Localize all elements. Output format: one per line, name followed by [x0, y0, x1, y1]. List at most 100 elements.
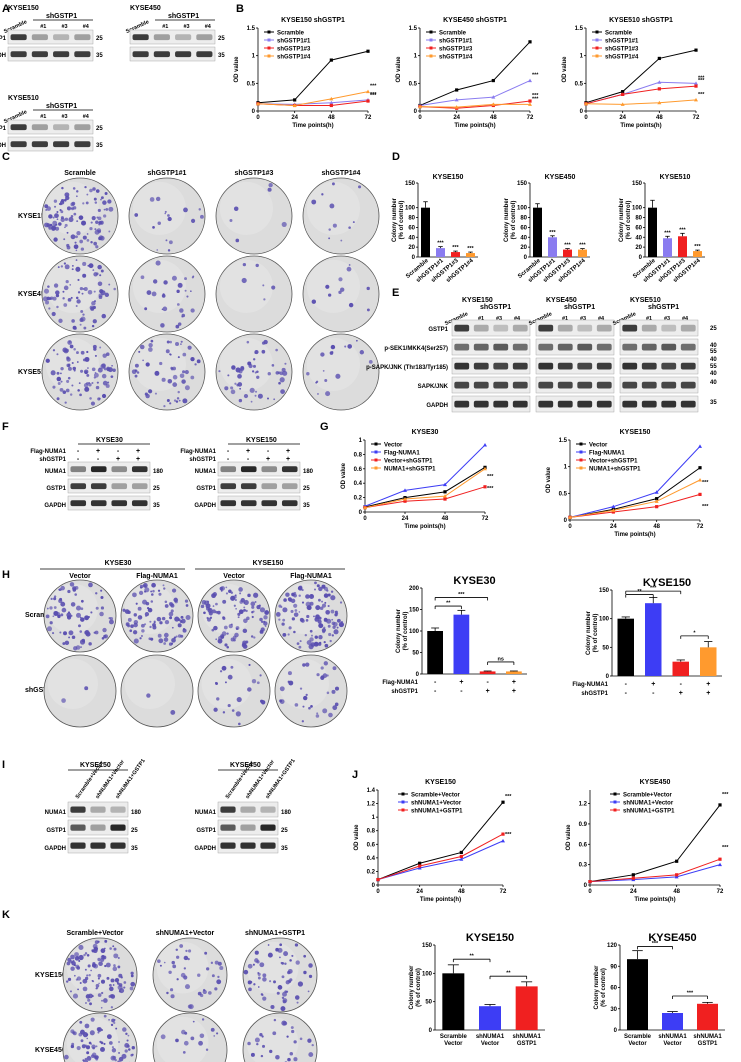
colony [85, 994, 91, 999]
colony [109, 986, 114, 992]
colony [315, 714, 320, 718]
colony [99, 274, 102, 277]
treatment-sign: - [652, 690, 655, 697]
blot-row-label: GSTP1 [196, 486, 216, 492]
colony [102, 380, 108, 386]
colony [331, 618, 334, 621]
colony [327, 593, 331, 597]
colony [176, 289, 180, 293]
colony [58, 588, 61, 591]
series-line [569, 467, 701, 518]
y-tick-label: 40 [408, 235, 415, 241]
colony [214, 960, 219, 965]
lane-label: #1 [478, 316, 484, 322]
colony [103, 214, 107, 218]
colony [69, 990, 72, 993]
x-tick-label: 0 [256, 115, 260, 121]
colony [250, 1052, 255, 1057]
colony [104, 292, 110, 298]
blot-band [512, 324, 528, 332]
lane-label: #3 [496, 316, 502, 322]
colony [168, 240, 173, 245]
dish-col-label: Vector [223, 573, 245, 580]
treatment-label: shGSTP1 [189, 457, 216, 463]
colony [259, 1033, 263, 1037]
colony [130, 981, 136, 987]
colony [62, 290, 65, 293]
colony-dish [302, 255, 380, 333]
bar [627, 959, 648, 1030]
colony [87, 289, 93, 295]
colony-dish [302, 177, 380, 255]
colony [164, 212, 167, 215]
colony [134, 363, 139, 368]
treatment-sign: + [651, 681, 655, 688]
colony [323, 593, 329, 598]
colony [74, 241, 77, 244]
colony-dish [120, 579, 194, 653]
colony [138, 350, 141, 353]
colony [266, 397, 270, 400]
data-point [329, 103, 333, 108]
colony [259, 962, 265, 968]
colony [261, 993, 264, 997]
legend-label: shGSTP1#3 [439, 47, 473, 53]
colony [176, 397, 180, 400]
chart-title: KYSE510 [660, 174, 691, 181]
blot-strip [7, 29, 94, 45]
colony [160, 323, 165, 328]
colony [89, 227, 93, 231]
blot-strip [7, 136, 94, 152]
colony [302, 663, 306, 667]
colony [323, 617, 328, 622]
colony [100, 606, 105, 610]
colony [64, 1054, 69, 1060]
colony [110, 1023, 114, 1027]
colony [70, 207, 73, 210]
colony [133, 619, 139, 625]
y-tick-label: 0.2 [367, 869, 376, 875]
colony [245, 609, 248, 613]
colony [235, 238, 240, 243]
y-axis-label: OD value [341, 462, 347, 489]
y-tick-label: 150 [632, 181, 643, 187]
colony [185, 949, 188, 953]
colony [304, 633, 308, 637]
colony [63, 285, 69, 291]
colony [259, 607, 266, 613]
colony [320, 675, 325, 679]
colony [271, 285, 276, 290]
x-tick-label: 48 [653, 524, 660, 530]
blot-band [90, 842, 106, 849]
colony [76, 190, 79, 193]
colony [97, 264, 102, 270]
series-line [569, 479, 701, 518]
significance-label: *** [452, 245, 459, 251]
bar [648, 207, 657, 257]
y-tick-label: 0 [414, 109, 418, 115]
colony [102, 353, 107, 358]
lane-label: #3 [664, 316, 670, 322]
colony [80, 1039, 84, 1043]
bar [421, 207, 430, 257]
colony [139, 344, 145, 350]
y-axis-label: (% of control) [601, 968, 607, 1007]
treatment-sign: + [512, 679, 516, 686]
colony [326, 691, 330, 695]
colony [58, 318, 63, 323]
colony [250, 601, 256, 607]
colony [315, 605, 321, 611]
x-tick-label: shNUMA1 [512, 1034, 541, 1040]
colony [70, 954, 75, 960]
treatment-sign: - [434, 679, 437, 686]
western-blot [217, 461, 301, 511]
colony [235, 367, 241, 373]
colony [93, 290, 96, 293]
colony [163, 637, 169, 642]
colony [180, 618, 186, 624]
colony [141, 629, 145, 633]
colony [92, 269, 95, 271]
blot-cell-label: KYSE450 [546, 297, 577, 304]
panel-letter-F: F [2, 421, 9, 433]
